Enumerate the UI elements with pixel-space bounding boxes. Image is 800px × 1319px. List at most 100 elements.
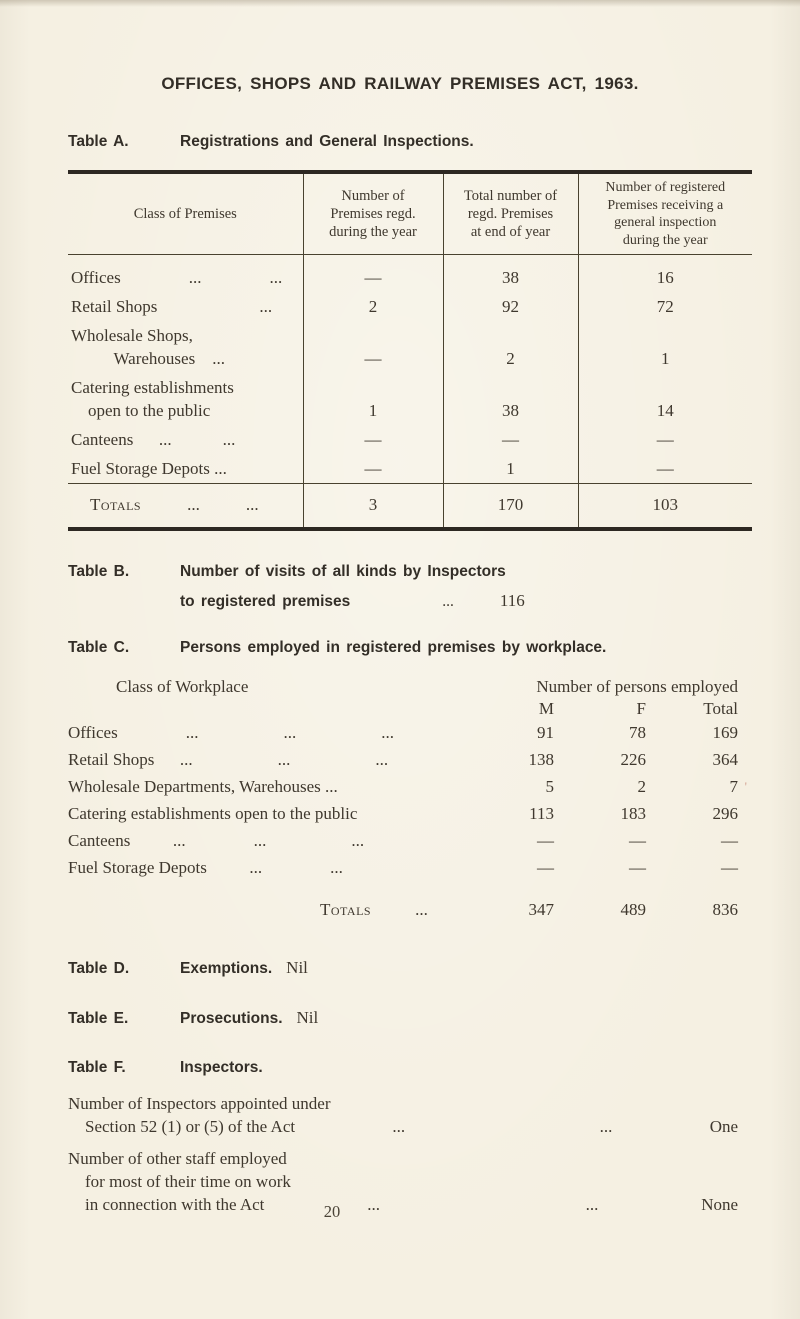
totals-total: 836 — [712, 900, 739, 919]
row-label: Canteens ... ... — [71, 430, 236, 449]
page-number: 20 — [323, 1202, 341, 1221]
table-a-label: Table A. — [68, 133, 129, 150]
table-d-label: Table D. — [68, 960, 130, 977]
table-c-title: Persons employed in registered premises … — [180, 639, 607, 656]
item-text-line: Section 52 (1) or (5) of the Act — [68, 1117, 296, 1136]
table-c: Class of Workplace Number of persons emp… — [68, 676, 748, 923]
table-row: Canteens ... ... — — — — [68, 425, 752, 454]
list-item: Offices ... ... ... 91 78 169 — [68, 719, 738, 746]
cell-male: 138 — [528, 750, 555, 769]
table-a-totals-row: Totals...... 3 170 103 — [68, 483, 752, 529]
cell-value: 2 — [302, 292, 443, 321]
table-a: Class of Premises Number of Premises reg… — [68, 170, 752, 531]
cell-total: — — [721, 858, 738, 877]
totals-value: 170 — [442, 483, 578, 529]
list-item: Wholesale Departments, Warehouses ... 5 … — [68, 773, 748, 800]
table-a-heading: Table A. Registrations and General Inspec… — [68, 130, 752, 154]
cell-value: 1 — [442, 454, 578, 484]
totals-label: Totals...... — [68, 483, 303, 529]
table-b-title-cont: to registered premises — [180, 593, 351, 610]
totals-value: 3 — [302, 483, 443, 529]
cell-value: — — [302, 454, 443, 484]
table-c-totals-row: Totals... 347 489 836 — [68, 897, 738, 923]
row-label: Canteens ... ... ... — [68, 831, 365, 850]
list-item: Fuel Storage Depots ... ... — — — — [68, 854, 738, 881]
table-row: Fuel Storage Depots ... — 1 — — [68, 454, 752, 484]
table-e-heading: Table E. Prosecutions. Nil — [68, 1006, 752, 1031]
cell-value: 1 — [577, 321, 752, 373]
row-label: Retail Shops ... — [71, 297, 273, 316]
item-text-line: in connection with the Act — [68, 1195, 265, 1214]
cell-total: 364 — [712, 750, 739, 769]
row-label: Catering establishments open to the publ… — [68, 804, 358, 823]
dot-leader: ... — [392, 1117, 406, 1136]
table-b-line1: Table B. Number of visits of all kinds by… — [68, 560, 752, 584]
cell-value: 1 — [302, 373, 443, 425]
table-e-label: Table E. — [68, 1010, 129, 1027]
item-value-line: Section 52 (1) or (5) of the Act ... ...… — [68, 1115, 738, 1138]
row-label: Wholesale Departments, Warehouses ... — [68, 777, 338, 796]
cell-female: 226 — [620, 750, 647, 769]
table-row: Retail Shops ... 2 92 72 — [68, 292, 752, 321]
table-c-heading: Table C. Persons employed in registered p… — [68, 636, 752, 660]
cell-female: — — [629, 831, 646, 850]
dot-leader: ... — [415, 900, 428, 919]
table-f-item-other-staff: Number of other staff employed for most … — [68, 1147, 738, 1216]
item-text-line: Number of Inspectors appointed under — [68, 1094, 331, 1113]
cell-male: 113 — [529, 804, 554, 823]
totals-male: 347 — [528, 900, 555, 919]
totals-word: Totals — [90, 495, 142, 514]
col-header-class-of-premises: Class of Premises — [68, 172, 303, 255]
list-item: Catering establishments open to the publ… — [68, 800, 738, 827]
table-c-column-headers: Class of Workplace Number of persons emp… — [68, 676, 738, 698]
cell-female: 183 — [620, 804, 647, 823]
table-b-line2: to registered premises... 116 — [180, 589, 752, 614]
row-label: Fuel Storage Depots ... ... — [68, 858, 343, 877]
list-item: Retail Shops ... ... ... 138 226 364 — [68, 746, 738, 773]
col-header-total-registered: Total number of regd. Premises at end of… — [442, 172, 578, 255]
row-label: Offices ... ... — [71, 268, 283, 287]
cell-total: 7 ' — [646, 773, 748, 800]
table-f-label: Table F. — [68, 1059, 126, 1076]
item-text-line: Number of other staff employed — [68, 1149, 287, 1168]
cell-value: — — [302, 254, 443, 292]
list-item: Canteens ... ... ... — — — — [68, 827, 738, 854]
table-e-value: Nil — [296, 1008, 319, 1027]
cell-value: — — [302, 425, 443, 454]
table-d-value: Nil — [286, 958, 308, 977]
cell-value: — — [577, 454, 752, 484]
cell-total: — — [721, 831, 738, 850]
table-f-item-inspectors: Number of Inspectors appointed under Sec… — [68, 1092, 738, 1138]
table-b-title: Number of visits of all kinds by Inspect… — [180, 563, 506, 580]
table-a-header-row: Class of Premises Number of Premises reg… — [68, 172, 752, 255]
row-label: Offices ... ... ... — [68, 723, 394, 742]
table-row: Offices ... ... — 38 16 — [68, 254, 752, 292]
table-d-heading: Table D. Exemptions. Nil — [68, 956, 752, 981]
table-e-title: Prosecutions. — [180, 1010, 283, 1027]
cell-total: 169 — [712, 723, 739, 742]
totals-female: 489 — [620, 900, 647, 919]
cell-value: 14 — [577, 373, 752, 425]
table-row: Catering establishments open to the publ… — [68, 373, 752, 425]
cell-male: 5 — [545, 777, 555, 796]
totals-value: 103 — [577, 483, 752, 529]
cell-value: 92 — [442, 292, 578, 321]
table-row: Wholesale Shops, Warehouses ... — 2 1 — [68, 321, 752, 373]
cell-male: — — [537, 858, 554, 877]
table-b-label: Table B. — [68, 563, 130, 580]
table-b-value: 116 — [499, 591, 525, 610]
dot-leader: ... — [442, 593, 454, 610]
inspectors-count-value: One — [709, 1117, 739, 1136]
subheader-total: Total — [703, 699, 738, 718]
row-label: Wholesale Shops, Warehouses ... — [71, 326, 225, 368]
cell-value: 72 — [577, 292, 752, 321]
cell-total: 296 — [712, 804, 739, 823]
cell-male: — — [537, 831, 554, 850]
table-f-title: Inspectors. — [180, 1059, 263, 1076]
table-d-title: Exemptions. — [180, 960, 273, 977]
page-title: OFFICES, SHOPS AND RAILWAY PREMISES ACT,… — [161, 74, 639, 93]
cell-value: 16 — [577, 254, 752, 292]
row-label: Retail Shops ... ... ... — [68, 750, 389, 769]
table-f-heading: Table F. Inspectors. — [68, 1056, 752, 1080]
